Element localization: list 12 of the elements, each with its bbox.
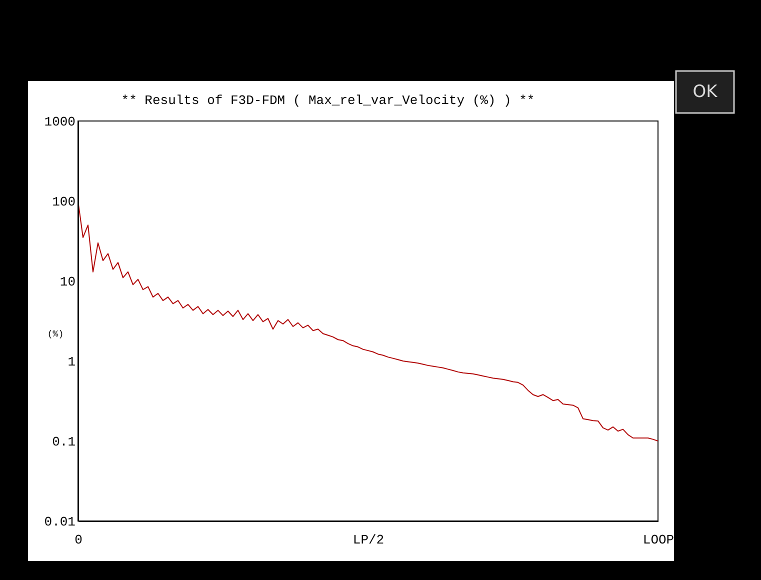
y-axis-title: (%) <box>47 330 64 340</box>
y-tick-label: 1 <box>68 354 76 370</box>
y-tick-label: 10 <box>60 274 76 290</box>
y-tick-label: 0.1 <box>52 434 76 450</box>
chart-title: ** Results of F3D-FDM ( Max_rel_var_Velocity (%) ) ** <box>121 93 535 108</box>
y-tick-label: 100 <box>52 194 76 210</box>
text: OK <box>692 82 718 102</box>
x-tick-label: LOOP <box>642 532 674 548</box>
x-tick-label: 0 <box>74 532 82 548</box>
y-tick-label: 1000 <box>44 114 76 130</box>
x-tick-label: LP/2 <box>352 532 384 548</box>
y-tick-label: 0.01 <box>44 514 76 530</box>
